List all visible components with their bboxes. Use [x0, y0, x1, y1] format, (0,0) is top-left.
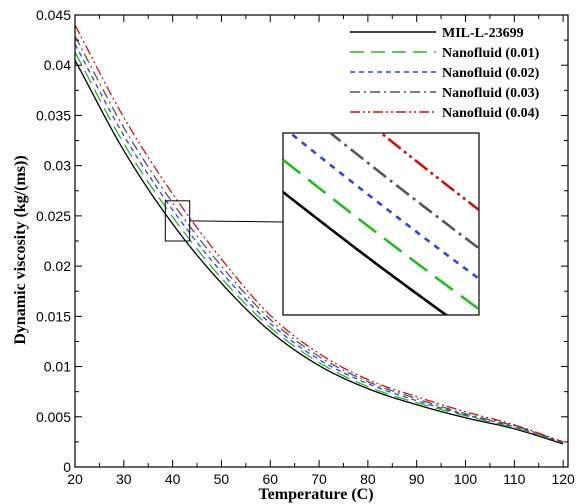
legend: MIL-L-23699 Nanofluid (0.01) Nanofluid (0.… [350, 26, 540, 121]
x-axis-label: Temperature (C) [258, 486, 373, 503]
y-tick-label: 0.015 [36, 308, 71, 324]
axis-ticks: 20 30 40 50 60 70 80 90 100 110 120 0 0.005 0.01 0.015… [36, 7, 575, 487]
inset-series-line-2 [288, 133, 479, 280]
zoom-connector-line [189, 220, 284, 223]
y-tick-label: 0.04 [44, 57, 71, 73]
series-line-3 [74, 35, 564, 443]
x-tick-label: 40 [165, 471, 181, 487]
x-tick-label: 90 [409, 471, 425, 487]
series-curves [74, 24, 564, 445]
inset-series-line-1 [283, 158, 479, 311]
x-tick-label: 80 [360, 471, 376, 487]
x-tick-label: 120 [551, 471, 575, 487]
x-tick-label: 70 [311, 471, 327, 487]
zoom-region-box [164, 200, 284, 242]
x-tick-label: 20 [67, 471, 83, 487]
x-tick-label: 110 [503, 471, 526, 487]
legend-label-1: Nanofluid (0.01) [442, 46, 540, 61]
legend-label-0: MIL-L-23699 [442, 26, 524, 41]
series-line-4 [74, 24, 564, 443]
y-tick-label: 0.045 [36, 7, 71, 23]
x-tick-label: 60 [262, 471, 278, 487]
legend-label-4: Nanofluid (0.04) [442, 106, 540, 121]
series-line-2 [74, 43, 564, 444]
y-tick-label: 0.035 [36, 107, 71, 123]
legend-label-3: Nanofluid (0.03) [442, 86, 540, 101]
inset-series-line-0 [283, 190, 449, 315]
legend-label-2: Nanofluid (0.02) [442, 66, 540, 81]
x-tick-label: 50 [214, 471, 230, 487]
x-tick-label: 30 [116, 471, 132, 487]
inset-series-line-3 [328, 133, 479, 250]
y-tick-label: 0.03 [44, 158, 71, 174]
series-line-0 [74, 59, 564, 445]
y-tick-label: 0 [63, 459, 71, 475]
y-tick-label: 0.025 [36, 208, 71, 224]
y-axis-label: Dynamic viscosity (kg/(ms)) [12, 155, 29, 344]
y-tick-label: 0.02 [44, 258, 71, 274]
y-tick-label: 0.01 [44, 359, 71, 375]
x-tick-label: 100 [454, 471, 478, 487]
inset-series-line-4 [379, 133, 479, 212]
y-tick-label: 0.005 [36, 409, 71, 425]
inset-zoom-panel [282, 132, 480, 316]
series-line-1 [74, 51, 564, 444]
